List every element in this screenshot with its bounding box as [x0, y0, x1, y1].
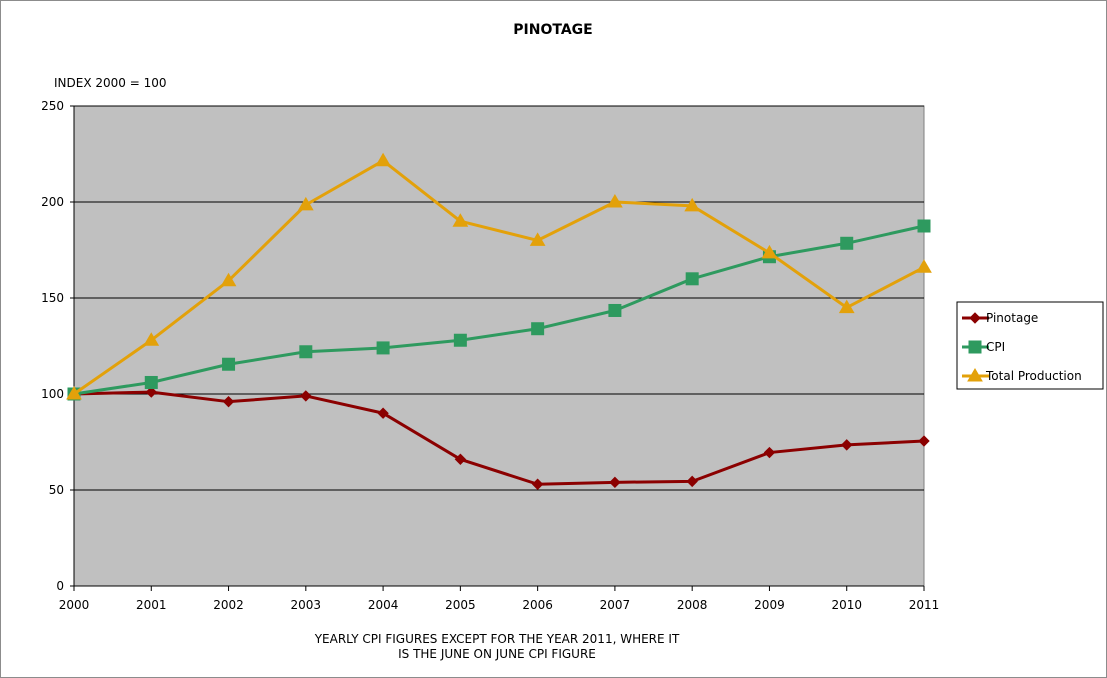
series-line-pinotage	[72, 390, 926, 486]
data-point-total-production	[838, 299, 855, 314]
data-point-pinotage	[300, 390, 312, 402]
x-tick-label: 2000	[59, 598, 90, 612]
x-tick-label: 2007	[600, 598, 631, 612]
y-tick-label: 100	[41, 387, 64, 401]
data-point-cpi	[531, 322, 545, 336]
legend-label-cpi: CPI	[986, 340, 1005, 354]
data-point-pinotage	[918, 435, 930, 447]
y-tick-label: 50	[49, 483, 64, 497]
data-point-cpi	[917, 219, 931, 233]
data-point-cpi	[608, 303, 622, 317]
data-point-total-production	[529, 232, 546, 246]
x-tick-label: 2011	[909, 598, 940, 612]
data-point-total-production	[375, 152, 391, 167]
data-point-total-production	[684, 197, 701, 212]
series-line-total-production	[72, 159, 926, 396]
data-point-pinotage	[377, 407, 389, 419]
data-point-pinotage	[145, 386, 157, 398]
chart-title: PINOTAGE	[513, 22, 592, 38]
legend-marker-total-production	[967, 368, 983, 382]
legend-label-pinotage: Pinotage	[986, 311, 1038, 325]
x-tick-label: 2009	[754, 598, 785, 612]
data-point-cpi	[453, 333, 467, 347]
data-point-cpi	[840, 236, 854, 250]
x-tick-label: 2002	[213, 598, 244, 612]
data-point-pinotage	[841, 439, 853, 451]
series-layer	[66, 152, 932, 490]
legend-marker-cpi	[968, 340, 982, 354]
x-tick-label: 2005	[445, 598, 476, 612]
data-point-cpi	[299, 345, 313, 359]
data-point-total-production	[297, 196, 314, 211]
data-point-cpi	[376, 341, 390, 355]
data-point-cpi	[222, 357, 236, 371]
data-point-total-production	[452, 213, 469, 227]
data-point-pinotage	[686, 475, 698, 488]
data-point-total-production	[607, 194, 623, 208]
axes: 0 50 100 150 200 250 2000 2001 2002 2003 2004 2005 2…	[41, 99, 939, 612]
legend: Pinotage CPI Total Production	[956, 301, 1104, 390]
y-tick-label: 0	[56, 579, 64, 593]
data-point-pinotage	[222, 395, 235, 408]
data-point-pinotage	[609, 476, 621, 489]
x-axis-label-line-1: YEARLY CPI FIGURES EXCEPT FOR THE YEAR 2…	[314, 632, 680, 646]
x-tick-label: 2006	[522, 598, 553, 612]
series-total-production	[66, 152, 932, 400]
y-tick-label: 150	[41, 291, 64, 305]
data-point-total-production	[143, 332, 160, 346]
x-tick-label: 2010	[831, 598, 862, 612]
data-point-pinotage	[531, 478, 544, 490]
x-tick-label: 2001	[136, 598, 167, 612]
data-point-total-production	[916, 259, 932, 273]
data-point-total-production	[761, 244, 778, 259]
x-tick-label: 2008	[677, 598, 708, 612]
y-axis-label: INDEX 2000 = 100	[54, 76, 167, 90]
data-point-cpi	[144, 375, 158, 389]
data-point-total-production	[66, 386, 82, 400]
x-tick-label: 2003	[291, 598, 322, 612]
x-axis-label-line-2: IS THE JUNE ON JUNE CPI FIGURE	[398, 647, 596, 661]
legend-marker-pinotage	[969, 312, 981, 324]
grid-lines	[74, 105, 924, 491]
data-point-total-production	[220, 272, 237, 287]
series-line-cpi	[72, 224, 926, 396]
data-point-cpi	[685, 272, 699, 286]
plot-area	[73, 105, 925, 587]
y-tick-label: 200	[41, 195, 64, 209]
data-point-pinotage	[763, 446, 776, 459]
x-tick-label: 2004	[368, 598, 399, 612]
legend-label-total-production: Total Production	[985, 369, 1082, 383]
y-tick-label: 250	[41, 99, 64, 113]
data-point-pinotage	[454, 453, 467, 465]
